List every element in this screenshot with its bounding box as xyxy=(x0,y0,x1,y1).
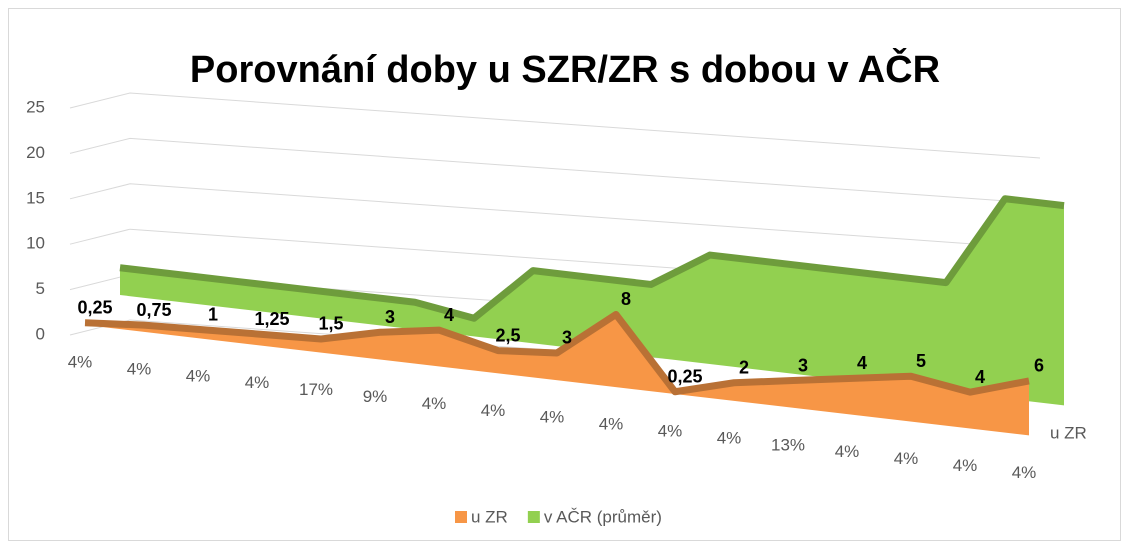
grid-line xyxy=(69,92,1041,159)
data-label: 1,25 xyxy=(254,309,289,329)
x-tick-label: 4% xyxy=(245,373,270,392)
data-label: 3 xyxy=(798,355,808,375)
x-tick-label: 4% xyxy=(894,449,919,468)
y-tick-label: 25 xyxy=(26,97,45,116)
data-label: 4 xyxy=(857,353,867,373)
x-tick-label: 4% xyxy=(599,415,624,434)
y-tick-label: 5 xyxy=(36,279,45,298)
x-tick-label: 4% xyxy=(68,352,93,371)
area-1 xyxy=(120,198,1064,406)
x-tick-label: 9% xyxy=(363,387,388,406)
data-label: 0,25 xyxy=(77,297,112,317)
area-0 xyxy=(85,314,1029,436)
y-tick-label: 20 xyxy=(26,143,45,162)
data-label: 2,5 xyxy=(495,325,520,345)
data-label: 3 xyxy=(385,307,395,327)
data-label: 3 xyxy=(562,328,572,348)
data-label: 5 xyxy=(916,351,926,371)
x-tick-label: 4% xyxy=(540,408,565,427)
x-tick-label: 4% xyxy=(953,456,978,475)
grid-line xyxy=(69,183,1041,250)
chart-title: Porovnání doby u SZR/ZR s dobou v AČR xyxy=(190,46,940,91)
depth-label: u ZR xyxy=(1050,423,1087,442)
data-label: 2 xyxy=(739,357,749,377)
x-tick-label: 4% xyxy=(717,428,742,447)
y-tick-label: 10 xyxy=(26,234,45,253)
grid-line xyxy=(69,137,1041,204)
data-label: 6 xyxy=(1034,356,1044,376)
data-label: 1,5 xyxy=(318,314,343,334)
x-tick-label: 4% xyxy=(186,366,211,385)
legend-swatch xyxy=(455,511,467,523)
y-tick-label: 15 xyxy=(26,188,45,207)
data-label: 0,75 xyxy=(136,300,171,320)
data-label: 4 xyxy=(444,305,454,325)
data-label: 1 xyxy=(208,304,218,324)
legend-label: u ZR xyxy=(471,507,508,526)
x-tick-label: 13% xyxy=(771,435,805,454)
x-tick-label: 4% xyxy=(422,394,447,413)
data-label: 8 xyxy=(621,289,631,309)
data-label: 4 xyxy=(975,367,985,387)
x-tick-label: 4% xyxy=(835,442,860,461)
x-tick-label: 4% xyxy=(481,401,506,420)
x-tick-label: 17% xyxy=(299,380,333,399)
x-tick-label: 4% xyxy=(1012,463,1037,482)
y-tick-label: 0 xyxy=(36,324,45,343)
legend-swatch xyxy=(527,511,540,523)
legend-label: v AČR (průměr) xyxy=(544,507,662,526)
area-top-1 xyxy=(119,195,1065,322)
x-tick-label: 4% xyxy=(127,359,152,378)
x-tick-label: 4% xyxy=(658,421,683,440)
area-top-0 xyxy=(84,310,1030,396)
data-label: 0,25 xyxy=(667,366,702,386)
